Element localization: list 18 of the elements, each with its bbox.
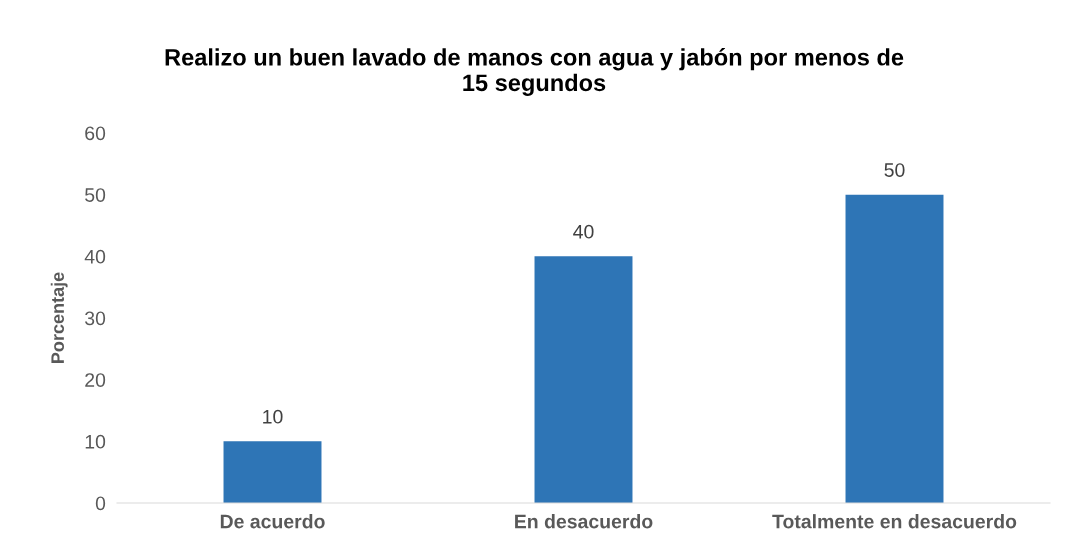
y-axis-title: Porcentaje [50, 272, 68, 363]
y-tick-label: 10 [85, 434, 106, 449]
data-label: 50 [884, 163, 905, 177]
x-tick-label: Totalmente en desacuerdo [772, 514, 1017, 529]
bar [534, 256, 633, 503]
y-tick-label: 50 [85, 188, 106, 202]
bar [845, 194, 944, 503]
y-tick-label: 0 [95, 496, 106, 511]
y-tick-label: 40 [84, 249, 106, 264]
y-tick-label: 30 [85, 311, 106, 326]
y-tick-label: 60 [85, 126, 106, 141]
bar [223, 441, 322, 503]
data-label: 10 [263, 409, 283, 424]
y-tick-label: 20 [85, 373, 106, 387]
x-tick-label: En desacuerdo [515, 514, 653, 529]
chart-title: Realizo un buen lavado de manos con agua y jabón por menos de 15 segundos [165, 48, 904, 96]
x-tick-label: De acuerdo [220, 514, 325, 529]
data-label: 40 [573, 224, 594, 239]
